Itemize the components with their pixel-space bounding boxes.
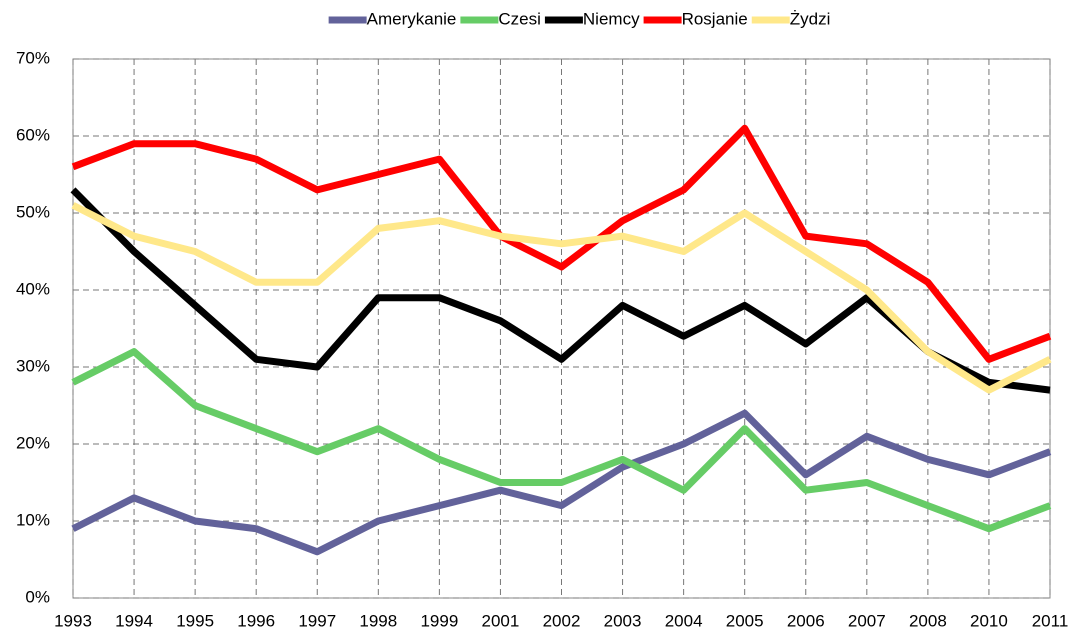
series-line (71, 409, 1052, 556)
x-tick-label: 2005 (726, 611, 764, 630)
x-tick-label: 2006 (787, 611, 825, 630)
x-tick-label: 1999 (420, 611, 458, 630)
legend-label: Rosjanie (682, 9, 748, 28)
legend-label: Żydzi (790, 9, 831, 28)
y-tick-label: 10% (16, 510, 50, 529)
x-tick-label: 2011 (1032, 611, 1069, 630)
y-tick-label: 30% (16, 356, 50, 375)
x-tick-label: 2008 (909, 611, 947, 630)
x-tick-label: 1996 (237, 611, 275, 630)
legend-label: Amerykanie (367, 9, 457, 28)
x-tick-label: 1997 (298, 611, 336, 630)
legend-label: Czesi (498, 9, 541, 28)
x-tick-label: 1993 (54, 611, 92, 630)
x-tick-label: 2003 (604, 611, 642, 630)
series-line (71, 124, 1052, 363)
x-tick-label: 2001 (482, 611, 520, 630)
series-line (70, 187, 1051, 394)
series-line (71, 348, 1052, 533)
x-tick-label: 1994 (115, 611, 153, 630)
y-tick-label: 20% (16, 433, 50, 452)
x-tick-label: 1998 (359, 611, 397, 630)
y-tick-label: 40% (16, 279, 50, 298)
x-tick-label: 2004 (665, 611, 703, 630)
legend-label: Niemcy (583, 9, 640, 28)
y-tick-label: 70% (16, 48, 50, 67)
series-line (71, 202, 1052, 394)
x-tick-label: 2007 (848, 611, 886, 630)
x-tick-label: 2002 (543, 611, 581, 630)
y-tick-label: 60% (16, 125, 50, 144)
y-tick-label: 50% (16, 202, 50, 221)
x-tick-label: 2010 (970, 611, 1008, 630)
x-tick-label: 1995 (176, 611, 214, 630)
y-tick-label: 0% (25, 587, 50, 606)
